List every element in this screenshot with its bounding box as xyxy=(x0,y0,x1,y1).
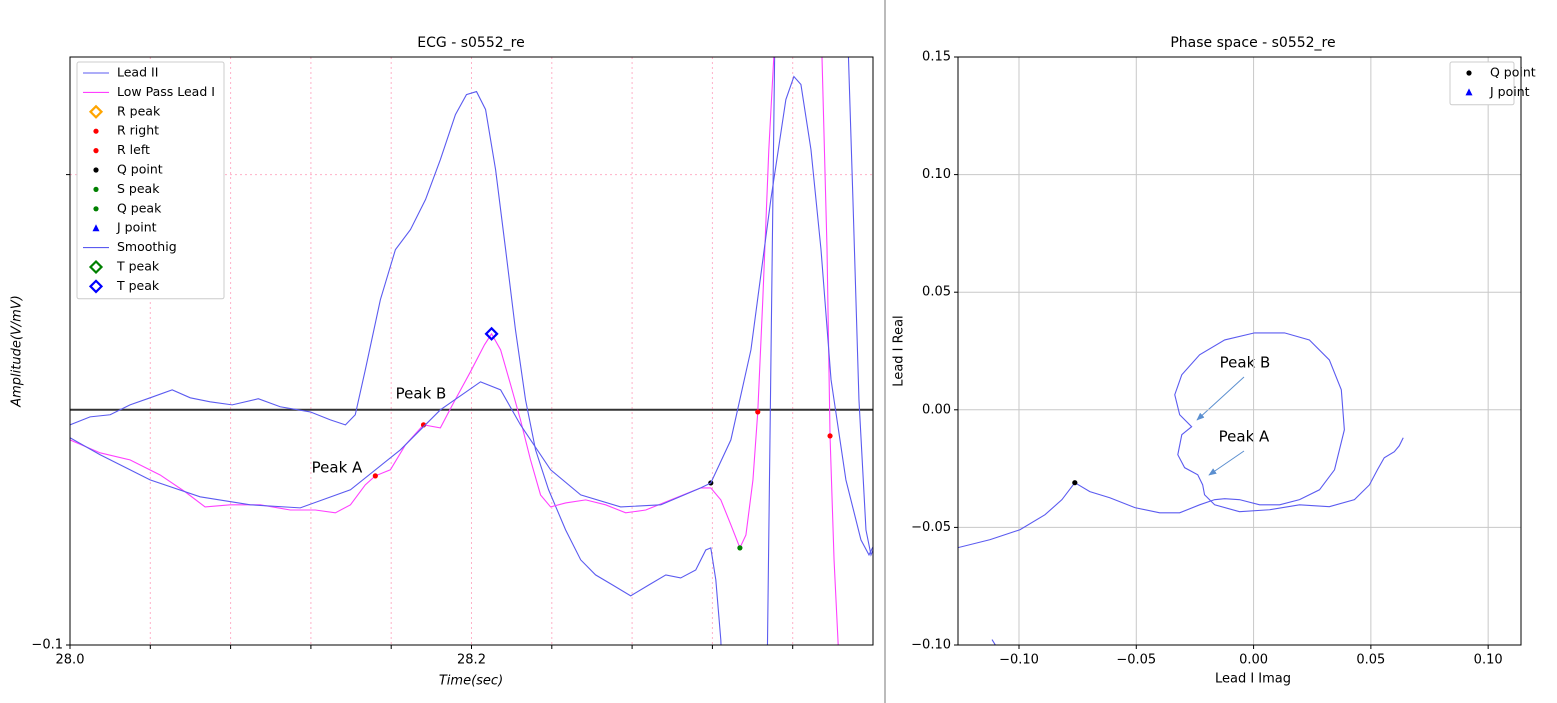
y-tick-label: 0.00 xyxy=(922,402,951,417)
y-tick-label: −0.1 xyxy=(31,638,63,653)
legend-box xyxy=(76,61,225,300)
point xyxy=(1466,70,1472,76)
y-tick-label: −0.05 xyxy=(911,520,951,535)
point xyxy=(755,409,761,415)
legend-label: T peak xyxy=(116,278,160,293)
annotation-arrow xyxy=(1208,450,1245,476)
legend-box xyxy=(1449,61,1515,106)
x-axis-label: Lead I Imag xyxy=(1215,672,1291,687)
annotation: Peak A xyxy=(312,459,363,477)
legend-label: T peak xyxy=(116,259,160,274)
point xyxy=(88,104,104,119)
point xyxy=(88,259,104,275)
series-line xyxy=(958,332,1404,645)
annotation: Peak B xyxy=(396,385,447,403)
point xyxy=(93,206,99,212)
x-tick-label: −0.05 xyxy=(1116,653,1156,668)
point xyxy=(484,326,499,341)
y-axis-label: Lead I Real xyxy=(892,315,907,386)
chart-title: ECG - s0552_re xyxy=(417,35,524,51)
point xyxy=(93,148,99,154)
y-tick-label: −0.10 xyxy=(911,638,951,653)
legend-label: Q point xyxy=(1490,65,1536,80)
y-tick-label: 0.05 xyxy=(922,285,951,300)
legend-label: R right xyxy=(117,123,159,138)
legend-label: S peak xyxy=(117,181,160,196)
x-tick-label: −0.10 xyxy=(999,653,1039,668)
legend-label: Lead II xyxy=(117,65,158,80)
legend-label: J point xyxy=(1489,84,1530,99)
x-tick-label: 0.00 xyxy=(1239,653,1268,668)
x-tick-label: 28.0 xyxy=(56,653,85,668)
y-tick-label: 0.10 xyxy=(922,167,951,182)
axes-frame xyxy=(69,56,874,646)
point xyxy=(1465,88,1473,96)
x-axis-label: Time(sec) xyxy=(439,674,503,689)
chart-title: Phase space - s0552_re xyxy=(1170,35,1335,51)
legend-label: J point xyxy=(116,220,157,235)
plot-area xyxy=(70,57,873,645)
annotation-arrow xyxy=(1196,376,1245,421)
point xyxy=(1072,480,1078,486)
axes-frame xyxy=(957,56,1522,646)
legend-label: Q peak xyxy=(117,200,162,215)
legend-label: Q point xyxy=(117,162,163,177)
point xyxy=(737,545,743,551)
legend-label: Low Pass Lead I xyxy=(117,84,215,99)
point xyxy=(372,473,378,479)
point xyxy=(93,167,99,173)
point xyxy=(93,186,99,192)
y-axis-label: Amplitude(V/mV) xyxy=(10,295,25,408)
series-line xyxy=(70,57,873,645)
y-tick-label: 0.15 xyxy=(922,50,951,65)
x-tick-label: 28.2 xyxy=(457,653,486,668)
annotation: Peak A xyxy=(1219,428,1270,446)
legend-label: R left xyxy=(117,142,150,157)
point xyxy=(420,422,427,428)
annotation: Peak B xyxy=(1220,354,1271,372)
point xyxy=(92,224,100,232)
x-tick-label: 0.10 xyxy=(1474,653,1503,668)
legend-label: R peak xyxy=(117,103,161,118)
point xyxy=(93,128,99,134)
x-tick-label: 0.05 xyxy=(1356,653,1385,668)
legend-label: Smoothig xyxy=(117,239,177,254)
point xyxy=(88,279,104,294)
series-line xyxy=(70,75,873,557)
plot-area xyxy=(958,332,1404,645)
point xyxy=(827,433,833,439)
